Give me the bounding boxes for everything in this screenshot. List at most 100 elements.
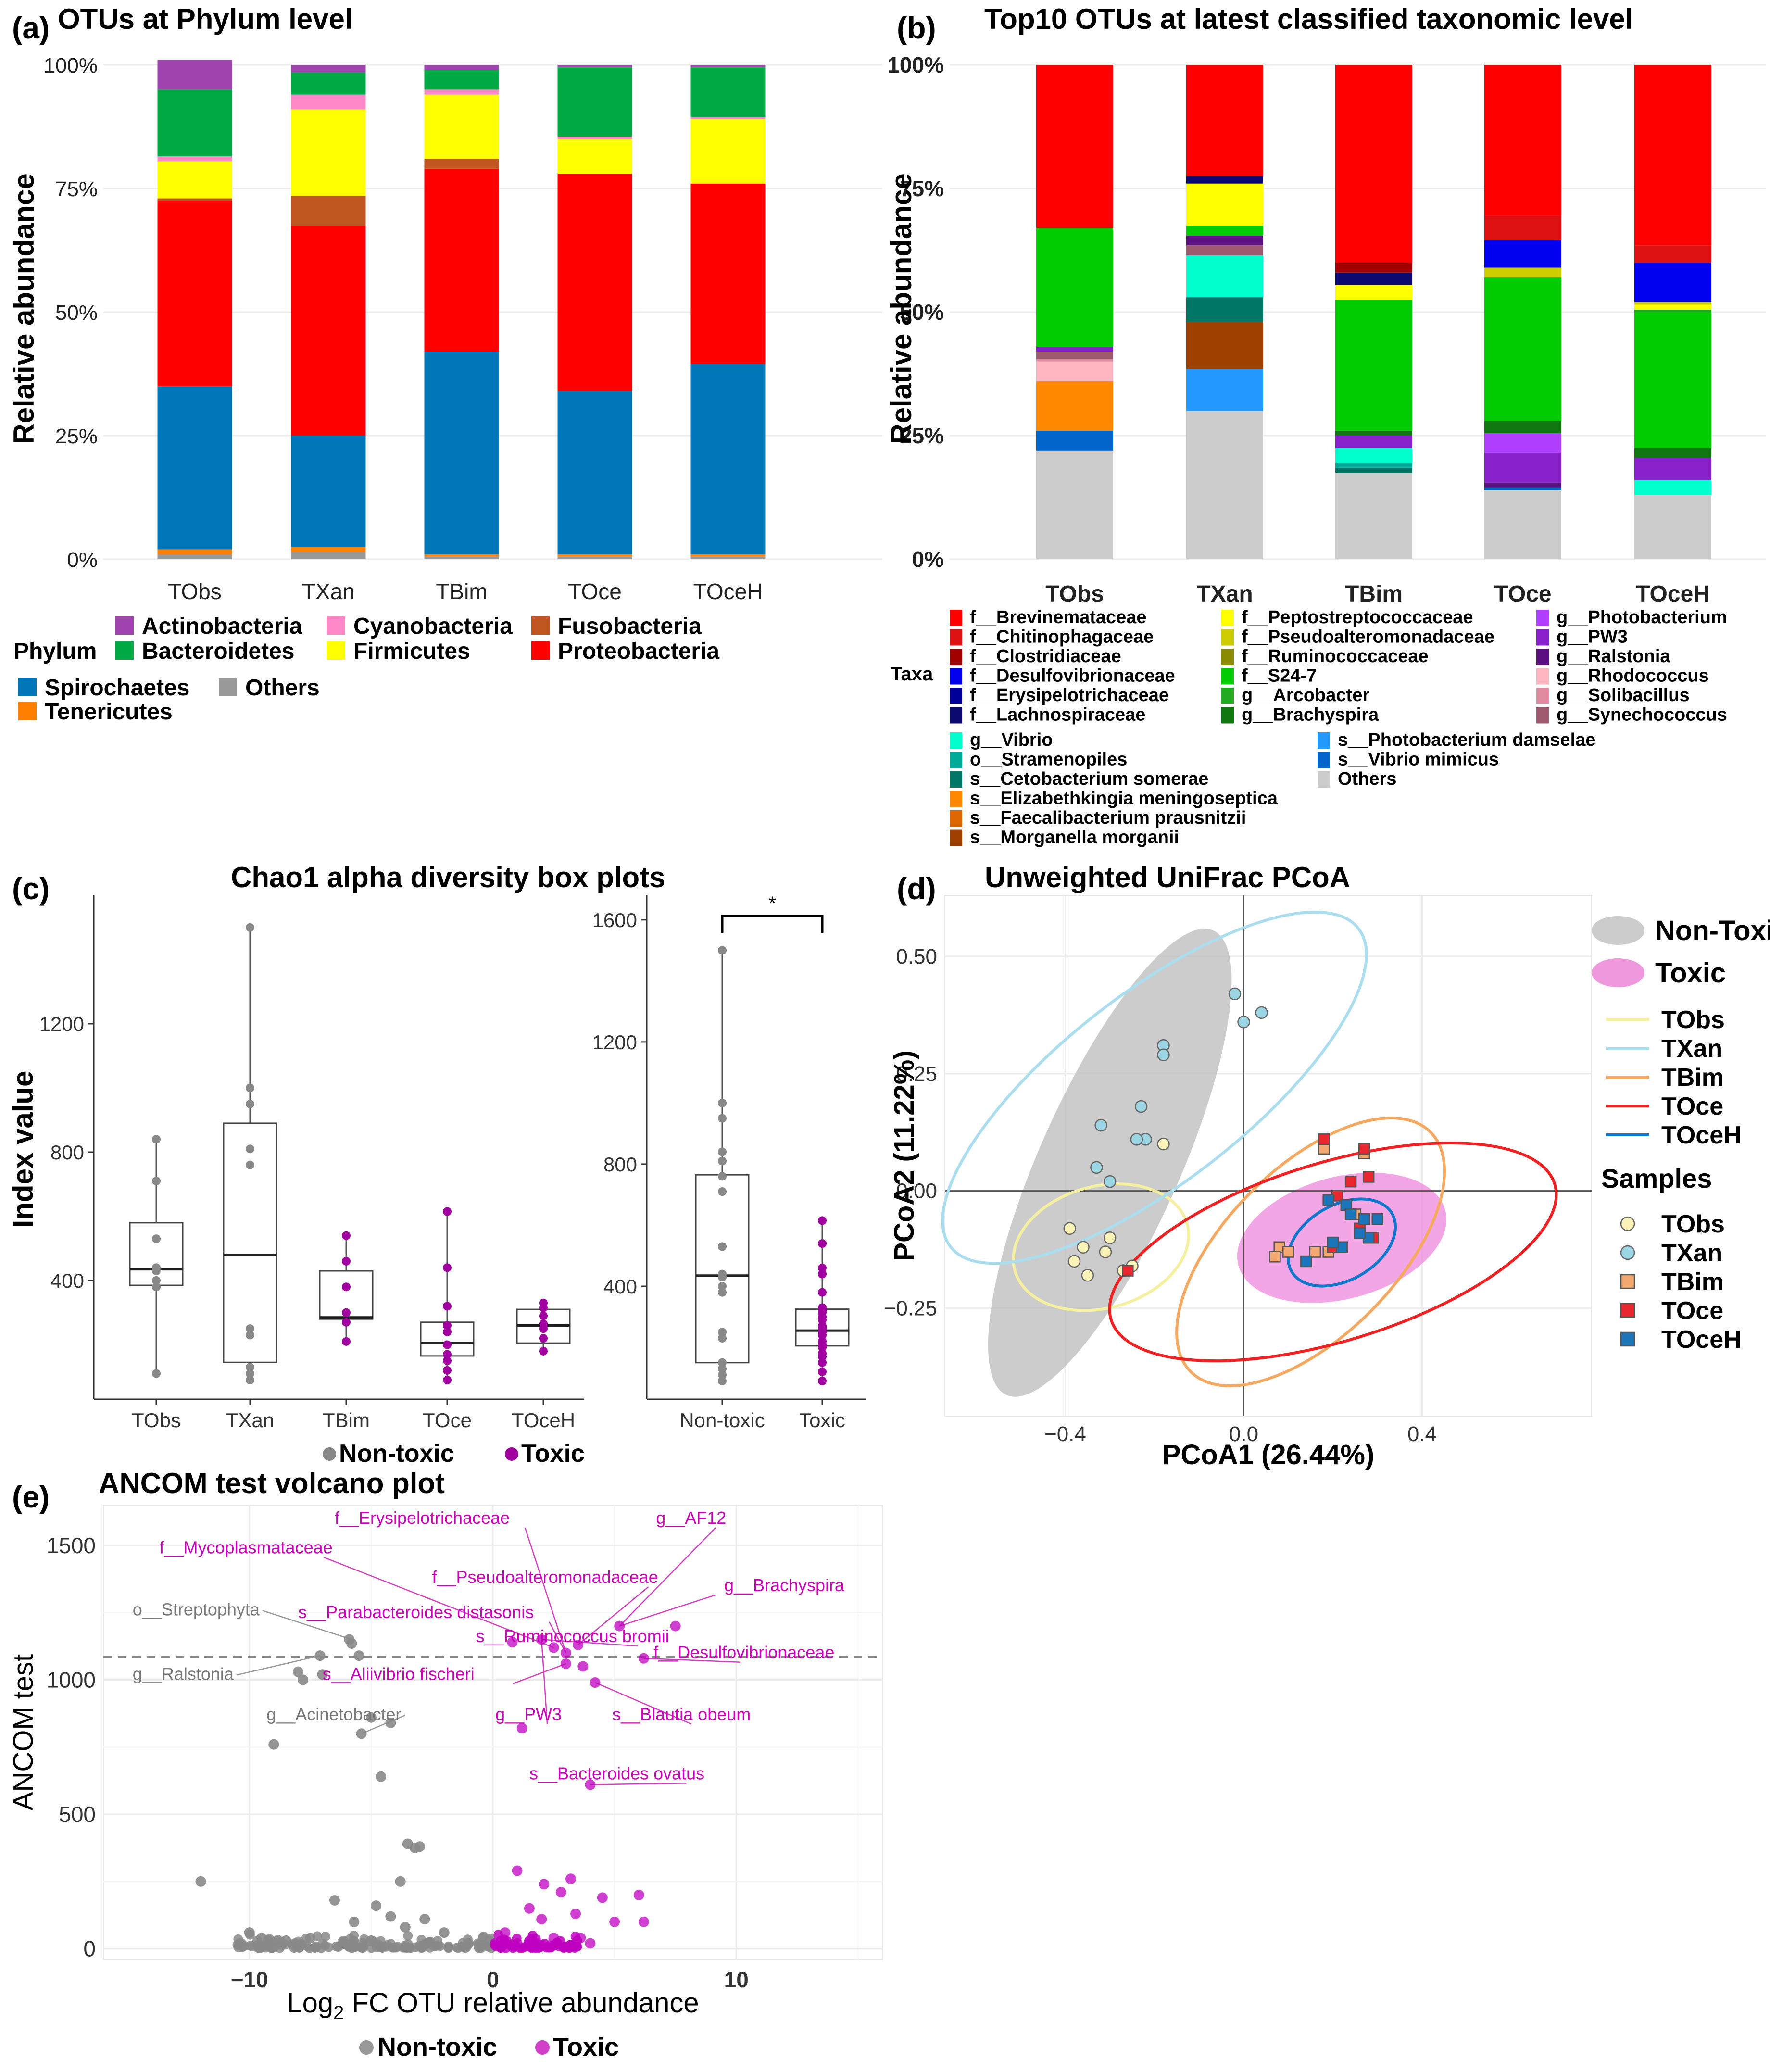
legend-label-b: Others [1338, 769, 1396, 789]
sample-point-TXan [1237, 1016, 1250, 1029]
ytick-label-a: 0% [67, 548, 98, 572]
data-point-c2 [718, 1156, 727, 1166]
leader-line-nontoxic [236, 1655, 320, 1676]
bar-segment-a [557, 554, 632, 557]
bar-segment-a [690, 119, 766, 184]
chart-c-title: Chao1 alpha diversity box plots [231, 861, 665, 893]
legend-label-a: Firmicutes [353, 639, 470, 664]
bar-segment-b [1186, 176, 1263, 184]
sample-ellipse [1108, 1141, 1558, 1363]
data-point-c2 [718, 1328, 727, 1337]
point-toxic [638, 1653, 649, 1664]
sample-point-TBim [1269, 1251, 1281, 1263]
point-toxic-band [533, 1943, 543, 1953]
data-point-c2 [718, 1269, 727, 1279]
bar-segment-b [1335, 430, 1412, 436]
annotation-nontoxic: g__Ralstonia [133, 1664, 234, 1683]
point-toxic [536, 1634, 547, 1645]
sample-point-TObs [1099, 1245, 1112, 1258]
point-toxic [570, 1908, 581, 1919]
legend-swatch-b [1221, 649, 1234, 665]
panel-label-b: (b) [897, 11, 936, 45]
legend-label-d: TObs [1661, 1210, 1725, 1238]
significance-mark: * [768, 893, 776, 914]
sample-point-TObs [1077, 1241, 1090, 1254]
legend-swatch-b [950, 610, 962, 626]
xtick-label-c2: Toxic [799, 1409, 845, 1432]
legend-title-d: Samples [1601, 1163, 1712, 1193]
bar-segment-b [1484, 490, 1561, 559]
bar-segment-b [1484, 433, 1561, 453]
bar-segment-b [1634, 309, 1711, 312]
point-toxic [609, 1916, 620, 1927]
xlabel-e: Log2 FC OTU relative abundance [287, 1987, 699, 2023]
panel-label-a: (a) [12, 11, 50, 45]
leader-line-toxic [548, 1621, 566, 1654]
ytick-label-b: 0% [912, 547, 944, 572]
bar-segment-a [291, 552, 366, 559]
point-nontoxic-band [304, 1943, 314, 1953]
point-nontoxic [317, 1669, 328, 1680]
data-point-c1 [342, 1282, 351, 1292]
legend-marker-c [323, 1447, 336, 1461]
legend-label-d: TBim [1661, 1268, 1724, 1296]
leader-line-toxic [619, 1594, 716, 1627]
sample-ellipse [1287, 1197, 1397, 1288]
legend-marker-d [1592, 958, 1644, 987]
annotation-toxic: s__Aliivibrio fischeri [323, 1664, 475, 1683]
point-nontoxic [395, 1876, 406, 1887]
point-toxic [590, 1677, 601, 1688]
legend-swatch-b [950, 791, 962, 807]
legend-label-b: f__Chitinophagaceae [970, 627, 1154, 647]
data-point-c1 [539, 1334, 548, 1343]
data-point-c1 [152, 1263, 161, 1272]
legend-title-a: Phylum [13, 639, 97, 664]
sample-point-TOceH [1354, 1227, 1366, 1239]
bar-segment-b [1484, 452, 1561, 483]
point-nontoxic [371, 1900, 381, 1911]
ylabel-a: Relative abundance [8, 173, 40, 444]
sample-point-TOce [1122, 1265, 1134, 1277]
data-point-c2 [718, 1364, 727, 1373]
bar-segment-a [157, 89, 232, 157]
bar-segment-b [1335, 448, 1412, 463]
legend-swatch-a [18, 678, 37, 696]
point-nontoxic-band [443, 1942, 453, 1952]
ytick-label-e: 0 [83, 1936, 96, 1961]
legend-swatch-b [950, 668, 962, 685]
ytick-label-e: 1500 [47, 1533, 96, 1558]
annotation-nontoxic: o__Streptophyta [133, 1599, 260, 1619]
sample-point-TOce [1362, 1171, 1375, 1183]
chart-d-title: Unweighted UniFrac PCoA [985, 861, 1350, 893]
bar-segment-b [1036, 359, 1113, 362]
ytick-label-b: 50% [900, 300, 944, 325]
bar-segment-b [1335, 272, 1412, 285]
sample-point-TOceH [1358, 1213, 1370, 1225]
legend-label-b: g__Arcobacter [1242, 685, 1369, 705]
legend-swatch-a [18, 702, 37, 720]
data-point-c1 [152, 1282, 161, 1292]
sample-point-TObs [1157, 1137, 1170, 1151]
data-point-c1 [152, 1177, 161, 1186]
leader-line-toxic [323, 1557, 554, 1648]
leader-line-nontoxic [262, 1610, 352, 1640]
point-nontoxic [346, 1638, 357, 1649]
point-nontoxic [376, 1771, 387, 1782]
legend-swatch-b [1536, 629, 1549, 646]
point-toxic [573, 1639, 584, 1650]
data-point-c1 [246, 1363, 254, 1372]
leader-line-toxic [524, 1527, 567, 1653]
point-nontoxic-band [425, 1936, 435, 1946]
point-toxic [512, 1938, 523, 1949]
legend-marker-d [1592, 916, 1644, 945]
legend-label-c: Non-toxic [339, 1440, 454, 1468]
point-nontoxic [385, 1911, 396, 1922]
legend-label-b: g__Photobacterium [1557, 607, 1727, 628]
bar-segment-b [1186, 297, 1263, 322]
ytick-label-c2: 1600 [592, 909, 637, 931]
bar-segment-b [1335, 300, 1412, 431]
legend-swatch-a [219, 678, 237, 696]
leader-line-toxic [577, 1586, 649, 1645]
point-toxic-band [496, 1942, 506, 1952]
